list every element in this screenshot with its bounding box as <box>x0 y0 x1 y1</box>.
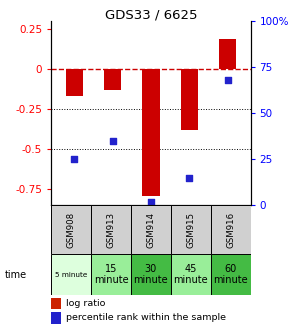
Point <box>225 77 230 83</box>
Title: GDS33 / 6625: GDS33 / 6625 <box>105 8 197 21</box>
Point <box>149 199 153 204</box>
Bar <box>131 254 171 296</box>
Bar <box>66 69 83 96</box>
Bar <box>51 298 61 309</box>
Bar <box>91 254 131 296</box>
Point <box>187 175 192 180</box>
Text: 30
minute: 30 minute <box>134 264 168 285</box>
Bar <box>51 254 91 296</box>
Bar <box>171 254 211 296</box>
Text: GSM914: GSM914 <box>146 212 155 248</box>
Point <box>72 157 76 162</box>
Text: 60
minute: 60 minute <box>213 264 248 285</box>
Text: GSM916: GSM916 <box>226 212 235 248</box>
Text: 5 minute: 5 minute <box>55 272 87 278</box>
Bar <box>142 69 159 196</box>
Bar <box>219 39 236 69</box>
Bar <box>91 205 131 254</box>
Point <box>110 138 115 144</box>
Bar <box>211 205 251 254</box>
Bar <box>131 205 171 254</box>
Text: GSM915: GSM915 <box>186 212 195 248</box>
Text: 15
minute: 15 minute <box>94 264 128 285</box>
Bar <box>180 69 198 130</box>
Text: log ratio: log ratio <box>66 299 105 308</box>
Bar <box>211 254 251 296</box>
Text: GSM908: GSM908 <box>67 212 76 248</box>
Text: 45
minute: 45 minute <box>173 264 208 285</box>
Text: percentile rank within the sample: percentile rank within the sample <box>66 313 226 322</box>
Text: GSM913: GSM913 <box>107 212 115 248</box>
Bar <box>171 205 211 254</box>
Bar <box>51 205 91 254</box>
Bar <box>104 69 121 90</box>
Bar <box>51 312 61 324</box>
Text: time: time <box>4 270 26 280</box>
